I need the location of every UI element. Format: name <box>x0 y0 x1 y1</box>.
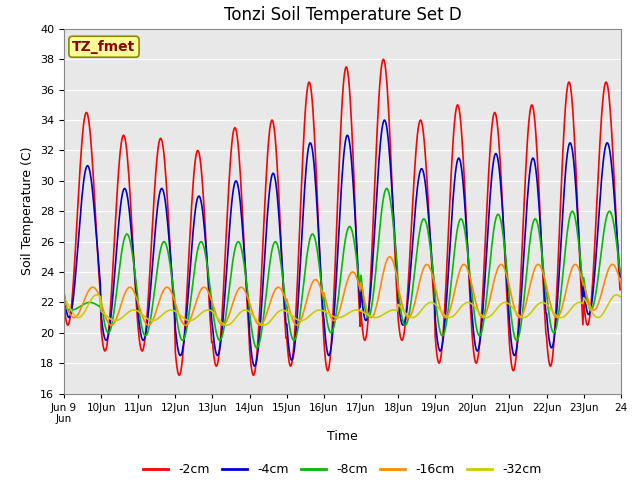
Title: Tonzi Soil Temperature Set D: Tonzi Soil Temperature Set D <box>223 6 461 24</box>
X-axis label: Time: Time <box>327 430 358 443</box>
Y-axis label: Soil Temperature (C): Soil Temperature (C) <box>22 147 35 276</box>
Text: TZ_fmet: TZ_fmet <box>72 40 136 54</box>
Legend: -2cm, -4cm, -8cm, -16cm, -32cm: -2cm, -4cm, -8cm, -16cm, -32cm <box>138 458 547 480</box>
